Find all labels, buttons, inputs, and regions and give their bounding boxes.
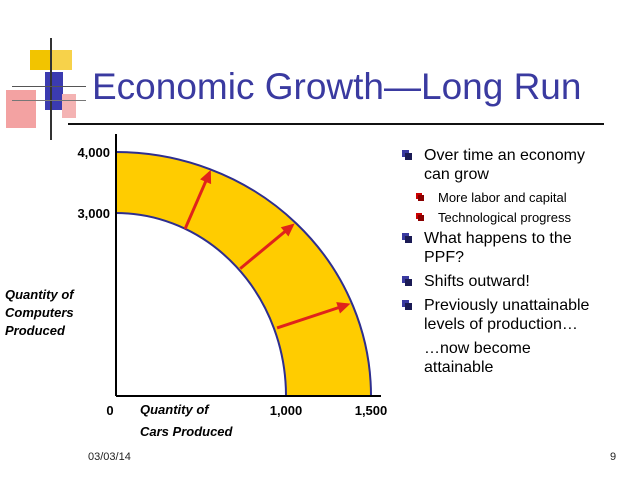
origin-label: 0 — [106, 403, 113, 418]
slide-title: Economic Growth—Long Run — [92, 66, 582, 107]
y-tick-label-3000: 3,000 — [77, 206, 110, 221]
bullet-continuation: …now become attainable — [396, 339, 632, 377]
deco-vertical-line — [50, 38, 52, 140]
deco-square-red — [6, 90, 36, 128]
bullet-line: Over time an economy — [424, 147, 585, 164]
bullet-square-icon — [402, 276, 412, 286]
bullet-square-icon — [402, 300, 412, 310]
bullet-item: What happens to the PPF? — [396, 229, 632, 267]
deco-horizontal-line-2 — [12, 100, 86, 101]
slide-date: 03/03/14 — [88, 451, 131, 463]
x-tick-label-1000: 1,000 — [270, 403, 303, 418]
shift-arrow — [276, 302, 351, 330]
shift-arrow — [183, 169, 212, 230]
x-axis-label-line-1: Quantity of — [140, 402, 210, 417]
bullet-square-icon — [402, 150, 412, 160]
bullet-line: Shifts outward! — [424, 273, 530, 290]
sub-bullet-item: More labor and capital — [396, 189, 632, 206]
shift-arrow-shaft — [183, 171, 211, 230]
deco-square-yellow-2 — [52, 50, 72, 70]
shift-arrow-shaft — [276, 303, 349, 330]
ppf-chart: 4,000 3,000 1,000 1,500 0 Quantity of Co… — [5, 134, 388, 439]
ppf-curve-outer — [115, 151, 372, 397]
x-tick-label-1500: 1,500 — [355, 403, 388, 418]
bullet-line: levels of production… — [424, 316, 578, 333]
shift-arrow-shaft — [239, 224, 294, 270]
sub-bullet-square-icon — [416, 213, 424, 221]
slide-page-number: 9 — [610, 451, 617, 463]
shift-arrow-head-icon — [200, 169, 212, 185]
bullet-item: Previously unattainable levels of produc… — [396, 296, 632, 334]
y-axis-label-line-1: Quantity of — [5, 287, 75, 302]
shift-arrows — [183, 169, 351, 330]
shift-arrow — [239, 223, 295, 270]
y-tick-label-4000: 4,000 — [77, 145, 110, 160]
corner-decoration — [0, 0, 90, 140]
bullet-line: …now become — [424, 340, 531, 357]
ppf-band-group — [115, 151, 372, 397]
x-axis-label-line-2: Cars Produced — [140, 424, 234, 439]
bullet-line: More labor and capital — [438, 190, 567, 205]
bullet-item: Shifts outward! — [396, 272, 632, 291]
bullet-line: Previously unattainable — [424, 297, 590, 314]
bullet-list: Over time an economy can grow More labor… — [396, 146, 632, 382]
bullet-item: Over time an economy can grow — [396, 146, 632, 184]
bullet-line: attainable — [424, 359, 494, 376]
y-axis-label-line-3: Produced — [5, 323, 66, 338]
shift-arrow-head-icon — [336, 302, 351, 314]
bullet-square-icon — [402, 233, 412, 243]
deco-horizontal-line — [12, 86, 86, 87]
bullet-line: PPF? — [424, 249, 465, 266]
title-rule — [68, 123, 604, 125]
bullet-line: What happens to the — [424, 230, 572, 247]
y-axis-label-line-2: Computers — [5, 305, 74, 320]
sub-bullet-square-icon — [416, 193, 424, 201]
bullet-line: Technological progress — [438, 210, 571, 225]
ppf-curve-inner — [115, 212, 287, 397]
shift-arrow-head-icon — [280, 223, 295, 237]
sub-bullet-item: Technological progress — [396, 209, 632, 226]
bullet-line: can grow — [424, 166, 489, 183]
deco-square-yellow-1 — [30, 50, 52, 70]
